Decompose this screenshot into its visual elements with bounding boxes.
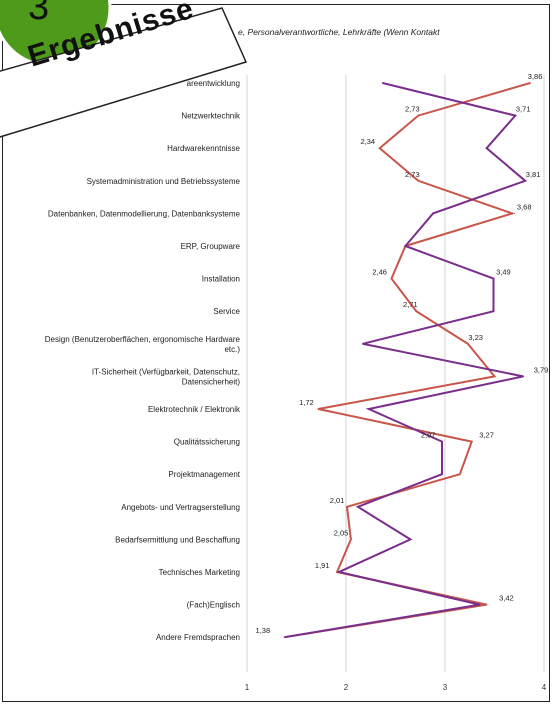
- data-label: 3,86: [528, 72, 543, 81]
- category-label: Hardwarekenntnisse: [167, 144, 240, 153]
- series-2-point: [357, 506, 359, 508]
- category-label: Datensicherheit): [182, 377, 241, 386]
- category-label: etc.): [224, 345, 240, 354]
- data-label: 2,73: [405, 170, 420, 179]
- category-label: Andere Fremdsprachen: [156, 633, 240, 642]
- series-1-point: [417, 180, 420, 182]
- series-2-point: [404, 245, 407, 247]
- x-tick-label: 3: [443, 683, 448, 692]
- data-label: 3,81: [526, 170, 541, 179]
- data-label: 1,91: [315, 561, 330, 570]
- series-line-1: [284, 82, 531, 639]
- series-2-point: [381, 82, 384, 84]
- series-2-point: [514, 114, 517, 117]
- category-label: Elektrotechnik / Elektronik: [148, 405, 241, 414]
- category-label: Datenbanken, Datenmodellierung, Datenban…: [48, 209, 241, 218]
- data-label: 1,72: [299, 398, 314, 407]
- data-label: 2,73: [405, 105, 420, 114]
- series-1-point: [346, 506, 348, 508]
- series-2-point: [492, 310, 495, 313]
- series-1-point: [350, 538, 352, 541]
- category-label: ERP, Groupware: [181, 242, 241, 251]
- series-2-point: [409, 538, 412, 541]
- category-label: (Fach)Englisch: [187, 601, 240, 610]
- data-label: 1,38: [256, 626, 271, 635]
- series-1-point: [390, 277, 393, 280]
- series-1-point: [466, 343, 469, 345]
- category-label: Installation: [202, 275, 240, 284]
- series-2-point: [367, 408, 370, 410]
- data-label: 3,68: [517, 202, 532, 211]
- data-label: 2,46: [372, 268, 387, 277]
- data-label: 2,01: [330, 496, 345, 505]
- x-tick-label: 4: [542, 683, 547, 692]
- series-1-point: [529, 82, 531, 84]
- series-2-point: [524, 180, 526, 182]
- series-2-point: [478, 603, 481, 606]
- x-tick-label: 1: [245, 683, 250, 692]
- category-label: Design (Benutzeroberflächen, ergonomisch…: [45, 335, 241, 344]
- series-2-point: [485, 147, 488, 149]
- category-label: Angebots- und Vertragserstellung: [121, 503, 240, 512]
- series-1-point: [485, 603, 488, 606]
- series-1-point: [511, 212, 514, 215]
- series-2-point: [492, 277, 495, 280]
- series-1-point: [493, 375, 496, 378]
- series-1-point: [415, 310, 418, 313]
- series-1-point: [417, 114, 420, 117]
- category-label: Netzwerktechnik: [181, 112, 241, 121]
- category-label: Qualitätssicherung: [174, 438, 240, 447]
- data-label: 2,71: [403, 300, 418, 309]
- series-1-point: [470, 440, 473, 443]
- x-tick-label: 2: [344, 683, 349, 692]
- chart-subtitle: e, Personalverantwortliche, Lehrkräfte (…: [238, 27, 440, 37]
- series-2-point: [283, 636, 286, 638]
- category-label: Bedarfsermittlung und Beschaffung: [115, 535, 240, 544]
- data-label: 2,34: [360, 137, 375, 146]
- series-2-point: [432, 212, 434, 215]
- data-label: 3,42: [499, 594, 514, 603]
- series-1-point: [459, 473, 461, 476]
- category-label: Technisches Marketing: [159, 568, 240, 577]
- category-label: Service: [213, 307, 240, 316]
- data-label: 2,97: [421, 431, 436, 440]
- data-label: 3,49: [496, 268, 511, 277]
- category-label: areentwicklung: [187, 79, 240, 88]
- data-label: 3,79: [534, 365, 549, 374]
- category-label: Systemadministration und Betriebssysteme: [87, 177, 241, 186]
- data-label: 2,05: [334, 528, 349, 537]
- series-line-2: [284, 82, 528, 639]
- data-label: 3,23: [468, 333, 483, 342]
- series-2-point: [441, 440, 443, 443]
- series-2-point: [522, 375, 525, 378]
- series-1-point: [317, 408, 320, 410]
- category-label: Projektmanagement: [168, 470, 240, 479]
- series-2-point: [338, 571, 340, 573]
- series-2-point: [441, 473, 443, 476]
- series-1-point: [378, 147, 381, 149]
- category-label: IT-Sicherheit (Verfügbarkeit, Datenschut…: [92, 367, 240, 376]
- data-label: 3,27: [479, 431, 494, 440]
- series-2-point: [362, 343, 364, 345]
- data-label: 3,71: [516, 105, 531, 114]
